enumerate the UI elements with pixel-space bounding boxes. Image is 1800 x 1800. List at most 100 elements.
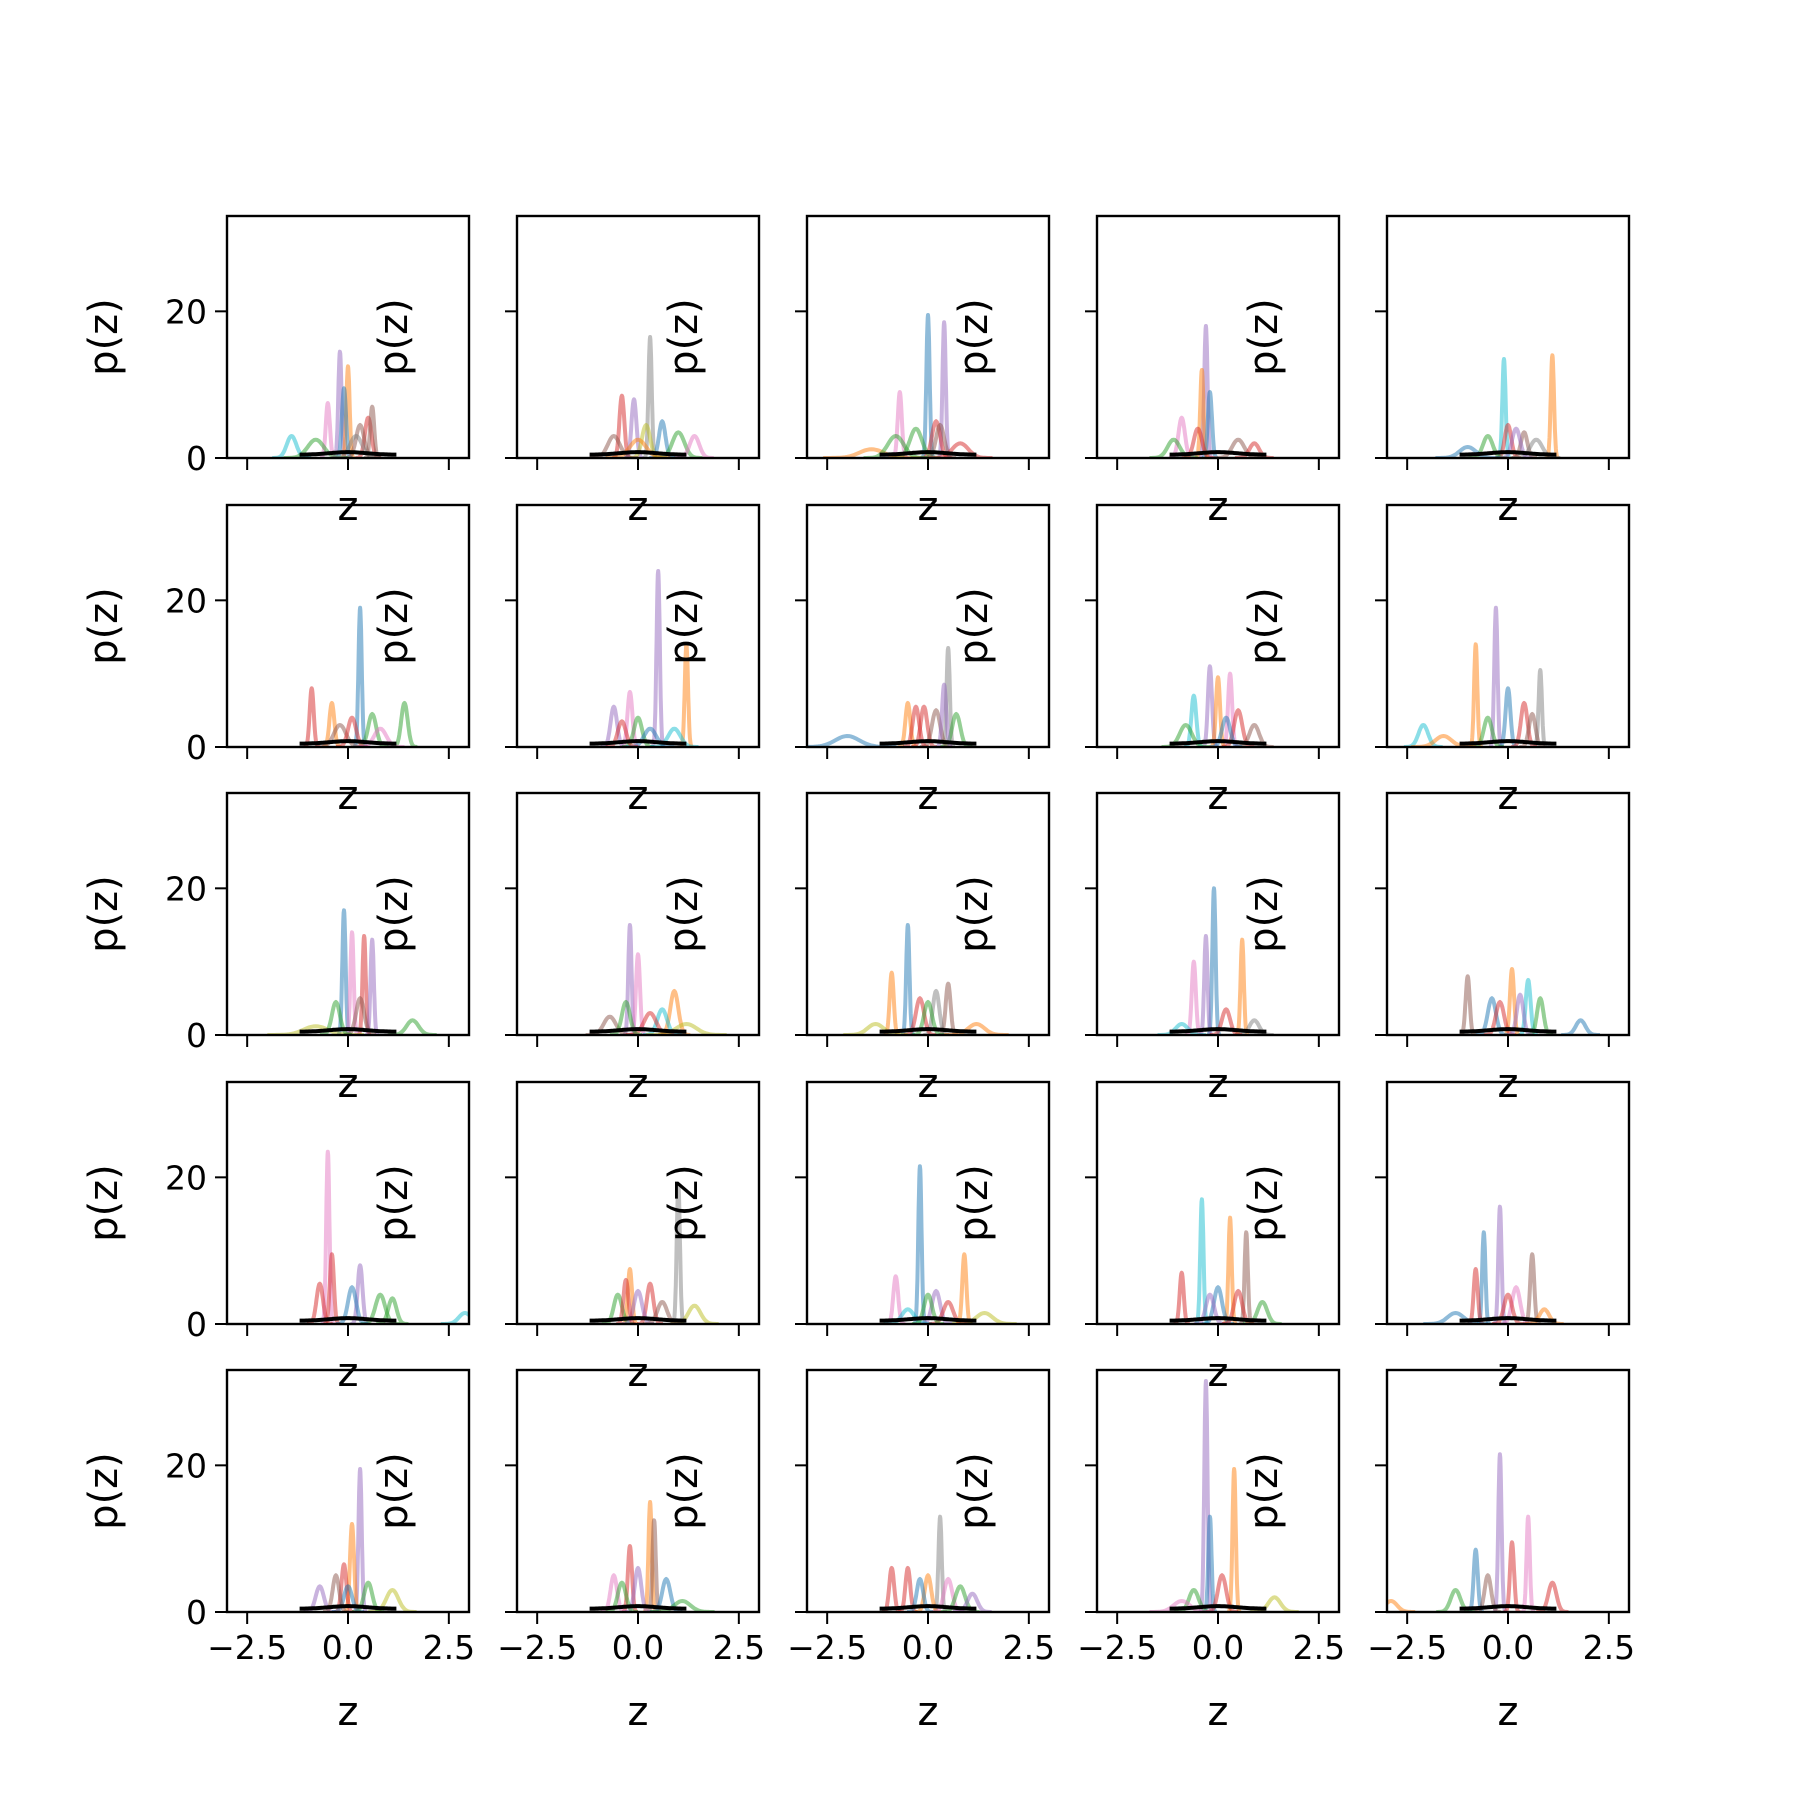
- x-axis-label: z: [628, 773, 649, 819]
- x-axis-label: z: [338, 1689, 359, 1735]
- y-axis-label: p(z): [371, 1164, 417, 1242]
- reference-line: [879, 1027, 977, 1034]
- y-axis-label: p(z): [371, 875, 417, 953]
- reference-line: [1459, 1316, 1557, 1323]
- subplot-2-1: 0 20 z p(z): [81, 503, 471, 819]
- x-tick-label: −2.5: [1367, 1628, 1447, 1667]
- series-line-6: [1509, 701, 1539, 747]
- subplot-5-3: −2.5 0.0 2.5 z p(z): [661, 1368, 1055, 1735]
- series-line-3: [343, 930, 361, 1035]
- y-axis-label: p(z): [1241, 587, 1287, 665]
- series-line-2: [1458, 974, 1478, 1035]
- y-axis-label: p(z): [1241, 1452, 1287, 1530]
- y-axis-label: p(z): [661, 298, 707, 376]
- x-axis-label: z: [338, 1061, 359, 1107]
- y-tick-label: 20: [165, 292, 207, 331]
- subplot-1-5: z p(z): [1241, 214, 1631, 530]
- subplot-3-2: z p(z): [371, 791, 761, 1107]
- reference-line: [1459, 1604, 1557, 1611]
- series-line-3: [1234, 937, 1251, 1035]
- y-tick-label: 0: [186, 1593, 207, 1632]
- x-tick-label: 2.5: [713, 1628, 765, 1667]
- x-tick-label: −2.5: [1077, 1628, 1157, 1667]
- plot-area: [1160, 664, 1275, 747]
- series-line-2: [1544, 353, 1561, 458]
- series-line-3: [1522, 1252, 1542, 1324]
- reference-line: [1459, 1027, 1557, 1034]
- y-axis-label: p(z): [81, 1452, 127, 1530]
- x-tick-label: 2.5: [1293, 1628, 1345, 1667]
- subplot-5-5: −2.5 0.0 2.5 z p(z): [1241, 1368, 1635, 1735]
- plot-area: [879, 1514, 993, 1612]
- subplot-5-1: −2.5 0.0 2.5 0 20 z p(z): [81, 1368, 475, 1735]
- reference-line: [879, 1604, 977, 1611]
- reference-line: [589, 1604, 687, 1611]
- x-axis-label: z: [628, 484, 649, 530]
- series-line-3: [1517, 978, 1540, 1035]
- x-axis-label: z: [1208, 484, 1229, 530]
- series-line-2: [1520, 1514, 1537, 1612]
- subplot-4-5: z p(z): [1241, 1080, 1631, 1396]
- reference-line: [589, 739, 687, 746]
- x-axis-label: z: [1498, 484, 1519, 530]
- x-tick-label: 0.0: [322, 1628, 374, 1667]
- x-axis-label: z: [1498, 1689, 1519, 1735]
- x-axis-label: z: [628, 1350, 649, 1396]
- axes-frame: [1095, 503, 1341, 749]
- reference-line: [1169, 450, 1267, 457]
- series-line-7: [1387, 1599, 1417, 1612]
- y-axis-label: p(z): [951, 1164, 997, 1242]
- y-axis-label: p(z): [661, 1452, 707, 1530]
- x-tick-label: 2.5: [1583, 1628, 1635, 1667]
- subplot-2-4: z p(z): [951, 503, 1341, 819]
- subplot-4-1: 0 20 z p(z): [81, 1080, 471, 1396]
- y-axis-label: p(z): [371, 1452, 417, 1530]
- x-axis-label: z: [628, 1689, 649, 1735]
- series-line-2: [882, 970, 902, 1035]
- y-axis-label: p(z): [81, 875, 127, 953]
- reference-line: [589, 1027, 687, 1034]
- y-axis-label: p(z): [951, 875, 997, 953]
- plot-area: [1458, 967, 1601, 1035]
- x-axis-label: z: [1208, 773, 1229, 819]
- axes-frame: [1095, 214, 1341, 460]
- subplot-4-2: z p(z): [371, 1080, 761, 1396]
- plot-area: [1422, 1204, 1565, 1324]
- reference-line: [1459, 450, 1557, 457]
- y-axis-label: p(z): [951, 1452, 997, 1530]
- y-tick-label: 0: [186, 728, 207, 767]
- reference-line: [879, 739, 977, 746]
- series-line-8: [934, 682, 954, 747]
- series-line-7: [901, 704, 931, 747]
- y-axis-label: p(z): [951, 298, 997, 376]
- subplot-1-3: z p(z): [661, 214, 1051, 530]
- axes-frame: [1385, 1080, 1631, 1326]
- y-axis-label: p(z): [371, 298, 417, 376]
- reference-line: [1169, 739, 1267, 746]
- reference-line: [299, 450, 397, 457]
- reference-line: [879, 450, 977, 457]
- series-line-5: [1560, 1018, 1601, 1035]
- axes-frame: [515, 1080, 761, 1326]
- reference-line: [1459, 739, 1557, 746]
- x-tick-label: 0.0: [612, 1628, 664, 1667]
- axes-frame: [1385, 503, 1631, 749]
- subplot-2-2: z p(z): [371, 503, 761, 819]
- series-line-1: [1491, 1452, 1509, 1612]
- plot-area: [1387, 1452, 1570, 1612]
- y-tick-label: 0: [186, 439, 207, 478]
- subplot-2-5: z p(z): [1241, 503, 1631, 819]
- plot-area: [1435, 353, 1562, 458]
- x-axis-label: z: [1208, 1061, 1229, 1107]
- reference-line: [1169, 1316, 1267, 1323]
- y-axis-label: p(z): [81, 298, 127, 376]
- x-axis-label: z: [1498, 1061, 1519, 1107]
- series-line-2: [1197, 934, 1214, 1035]
- series-line-4: [390, 701, 419, 747]
- y-tick-label: 20: [165, 581, 207, 620]
- subplot-3-4: z p(z): [951, 791, 1341, 1107]
- axes-frame: [805, 503, 1051, 749]
- x-axis-label: z: [338, 1350, 359, 1396]
- series-line-8: [439, 1311, 469, 1324]
